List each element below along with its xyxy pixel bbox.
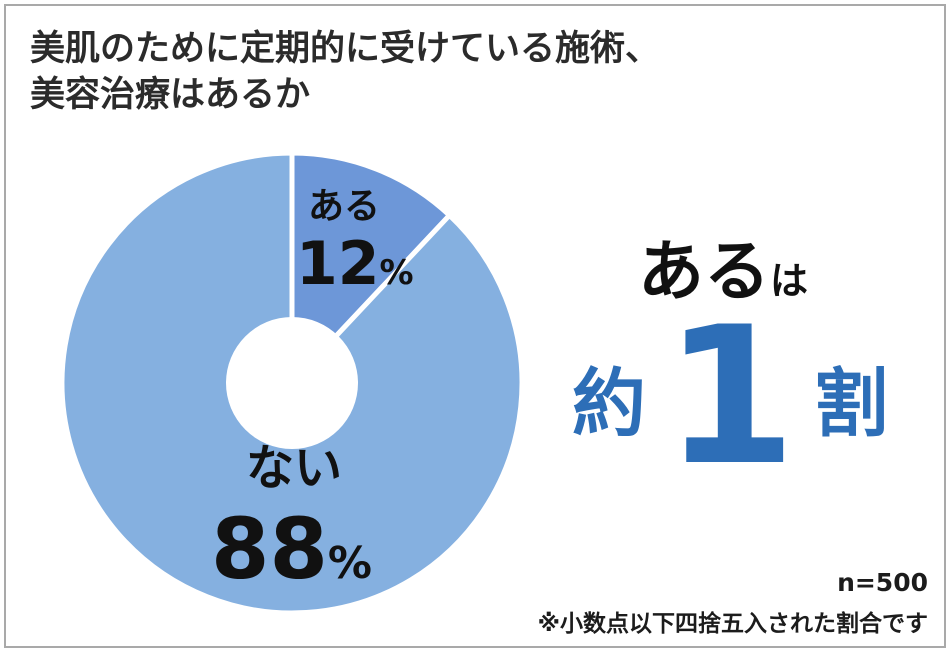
slice-name-label: ない <box>246 440 342 496</box>
pie-chart: ある 12% ない 88% <box>59 150 525 616</box>
chart-title: 美肌のために定期的に受けている施術、 美容治療はあるか <box>30 26 660 118</box>
summary-headline: あるは <box>638 218 808 314</box>
slice-value-label: 88% <box>211 500 372 598</box>
summary-particle: は <box>770 259 809 303</box>
summary-suffix: 割 <box>814 360 889 447</box>
slice-label-nai: ない 88% <box>211 440 372 598</box>
summary-prefix: 約 <box>572 360 646 447</box>
slice-label-aru: ある 12% <box>296 186 414 299</box>
sample-size: n=500 <box>837 568 928 597</box>
chart-card: 美肌のために定期的に受けている施術、 美容治療はあるか ある 12% ない 88… <box>4 4 946 648</box>
rounding-footnote: ※小数点以下四捨五入された割合です <box>537 611 928 637</box>
summary-ratio: 約 1 割 <box>572 302 888 492</box>
pie-slice-nai <box>59 150 525 616</box>
summary-number: 1 <box>664 286 797 507</box>
summary-main-text: ある <box>638 233 770 310</box>
chart-title-line-2: 美容治療はあるか <box>30 75 311 115</box>
chart-title-line-1: 美肌のために定期的に受けている施術、 <box>30 29 661 69</box>
slice-value-label: 12% <box>296 229 414 299</box>
pie-slices <box>59 150 525 616</box>
donut-hole <box>226 317 358 449</box>
slice-name-label: ある <box>308 186 380 227</box>
pie-slice-aru <box>289 150 452 386</box>
